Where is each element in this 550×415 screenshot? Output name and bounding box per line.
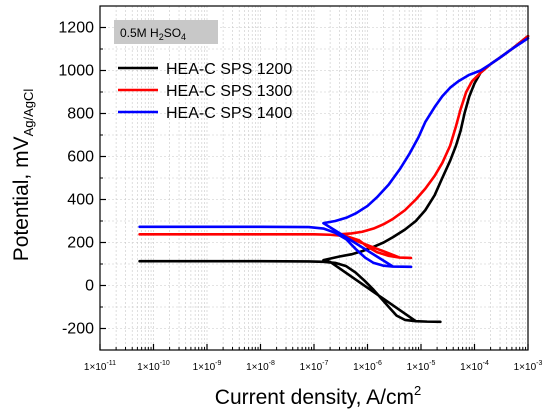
x-tick-label: 1×10-7	[300, 360, 329, 373]
x-tick-base: 1×10	[193, 362, 216, 373]
x-tick-exponent: -4	[483, 360, 489, 367]
x-tick-exponent: -5	[429, 360, 435, 367]
x-tick-exponent: -8	[269, 360, 275, 367]
x-axis-title-base: Current density, A/cm	[215, 386, 414, 409]
y-tick-label: 0	[85, 278, 94, 295]
series-line-1	[138, 34, 530, 324]
x-tick-base: 1×10	[407, 362, 430, 373]
x-axis-title: Current density, A/cm2	[215, 383, 421, 409]
x-tick-label: 1×10-4	[460, 360, 489, 373]
x-tick-label: 1×10-8	[246, 360, 275, 373]
legend-label-1: HEA-C SPS 1200	[166, 61, 292, 78]
x-tick-label: 1×10-11	[84, 360, 116, 373]
x-tick-base: 1×10	[300, 362, 323, 373]
x-tick-exponent: -6	[376, 360, 382, 367]
y-axis-title: Potential, mVAg/AgCl	[10, 89, 36, 262]
legend: HEA-C SPS 1200 HEA-C SPS 1300 HEA-C SPS 14…	[118, 61, 292, 122]
y-axis-title-base: Potential, mV	[10, 136, 33, 261]
x-tick-base: 1×10	[460, 362, 483, 373]
annotation-sub2: 4	[181, 32, 186, 42]
x-axis-title-sup: 2	[414, 383, 421, 398]
annotation-base: 0.5M H	[120, 26, 159, 40]
y-tick-label: -200	[62, 321, 94, 338]
x-tick-label: 1×10-5	[407, 360, 436, 373]
y-tick-label: 400	[67, 192, 94, 209]
x-tick-base: 1×10	[84, 362, 107, 373]
x-tick-label: 1×10-9	[193, 360, 222, 373]
y-tick-label: 1000	[58, 63, 94, 80]
legend-label-3: HEA-C SPS 1400	[166, 105, 292, 122]
x-tick-label: 1×10-10	[137, 360, 170, 373]
series-line-2	[138, 34, 530, 260]
x-tick-base: 1×10	[137, 362, 160, 373]
x-tick-label: 1×10-6	[353, 360, 382, 373]
y-tick-label: 800	[67, 106, 94, 123]
x-tick-exponent: -10	[160, 360, 170, 367]
annotation-background	[114, 20, 218, 44]
annotation-box: 0.5M H2SO4	[114, 20, 218, 44]
x-tick-exponent: -3	[536, 360, 542, 367]
legend-label-2: HEA-C SPS 1300	[166, 83, 292, 100]
x-tick-base: 1×10	[246, 362, 269, 373]
grid	[100, 6, 528, 350]
annotation-sub1: 2	[159, 32, 164, 42]
y-tick-label: 200	[67, 235, 94, 252]
y-tick-label: 1200	[58, 20, 94, 37]
annotation-text: 0.5M H2SO4	[120, 26, 186, 42]
annotation-mid: SO	[164, 26, 181, 40]
series-line-3	[138, 36, 530, 269]
x-tick-exponent: -7	[322, 360, 328, 367]
x-tick-base: 1×10	[353, 362, 376, 373]
y-tick-label: 600	[67, 149, 94, 166]
x-tick-label: 1×10-3	[514, 360, 543, 373]
x-tick-exponent: -11	[106, 360, 116, 367]
y-axis-title-sub: Ag/AgCl	[21, 89, 36, 137]
x-tick-exponent: -9	[215, 360, 221, 367]
series-layer	[138, 34, 530, 324]
x-tick-base: 1×10	[514, 362, 537, 373]
